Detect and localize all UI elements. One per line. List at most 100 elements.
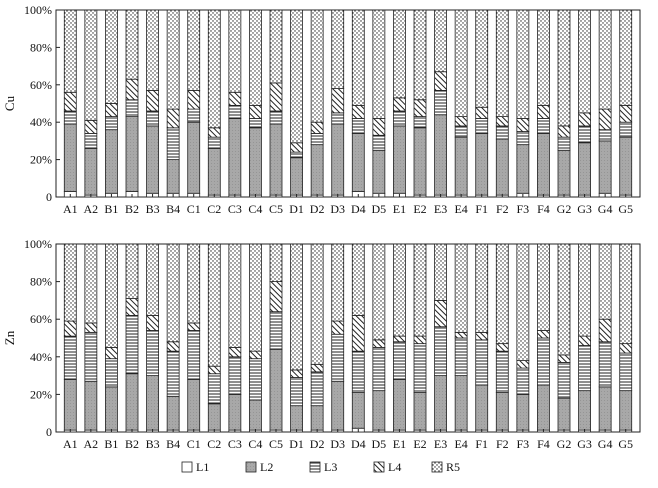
x-tick-label: A1 — [63, 202, 78, 216]
x-tick-label: C5 — [269, 202, 283, 216]
bar-segment-l3-e3 — [434, 90, 447, 116]
bar-segment-l3-c1 — [187, 330, 201, 380]
bar-segment-r5-a1 — [63, 9, 77, 93]
bar-segment-l2-g4 — [598, 386, 612, 431]
bar-segment-l2-e4 — [454, 136, 468, 196]
bar-segment-l2-b1 — [105, 386, 118, 431]
bar-segment-l4-f3 — [516, 118, 530, 132]
bar-segment-l3-c4 — [249, 358, 262, 401]
x-tick-label: B3 — [146, 437, 160, 451]
bar-segment-l4-d1 — [290, 142, 303, 153]
x-tick-label: C2 — [207, 202, 221, 216]
x-tick-label: D4 — [351, 202, 366, 216]
bar-segment-l2-g4 — [598, 140, 612, 194]
bar-segment-l3-f4 — [537, 337, 550, 386]
bar-segment-r5-a1 — [63, 243, 77, 322]
bar-segment-l3-d1 — [290, 377, 303, 407]
bar-segment-l3-d2 — [310, 133, 324, 146]
bar-segment-l4-b3 — [146, 90, 159, 112]
bar-segment-l4-c4 — [249, 350, 262, 360]
bar-segment-l4-d2 — [310, 363, 324, 373]
bar-segment-l4-a2 — [84, 322, 98, 333]
x-tick-label: D5 — [372, 437, 387, 451]
bar-segment-l2-g5 — [619, 136, 633, 196]
legend-label-l1: L1 — [196, 460, 209, 474]
bar-segment-l3-g3 — [578, 345, 591, 392]
bar-segment-l2-d1 — [290, 157, 303, 196]
bar-segment-l4-g3 — [578, 112, 591, 127]
bar-segment-r5-f1 — [475, 9, 489, 108]
bar-segment-l2-f2 — [495, 138, 509, 196]
bar-segment-r5-a2 — [84, 9, 98, 121]
bar-segment-l2-c1 — [187, 378, 201, 431]
x-tick-label: F2 — [496, 437, 509, 451]
bar-segment-r5-b2 — [125, 243, 139, 299]
bar-segment-l3-e1 — [393, 341, 406, 380]
bar-segment-r5-b3 — [146, 243, 159, 316]
bar-segment-l2-g5 — [619, 390, 633, 431]
bar-segment-l3-f3 — [516, 131, 530, 146]
bar-segment-l4-d4 — [351, 315, 365, 352]
bar-segment-l3-b3 — [146, 110, 159, 127]
cu-panel: 0 20% 40% 60% 80% 100% Cu A1 A2 B1 B2 B3 B4 C1 C2 C3 C4 C… — [2, 3, 641, 216]
x-tick-label: E2 — [413, 202, 426, 216]
bar-segment-l4-e3 — [434, 71, 447, 91]
bar-segment-r5-c2 — [207, 9, 221, 129]
bar-segment-r5-e2 — [413, 243, 427, 337]
bar-segment-r5-b1 — [105, 243, 118, 348]
x-tick-label: A1 — [63, 437, 78, 451]
bar-segment-l2-g2 — [557, 397, 571, 431]
bar-segment-l2-b2 — [125, 373, 139, 431]
bar-segment-l4-e4 — [454, 116, 468, 127]
bar-segment-l3-d2 — [310, 371, 324, 407]
y-tick-label: 80% — [30, 275, 52, 289]
bar-segment-l4-g3 — [578, 335, 591, 346]
bar-segment-r5-g2 — [557, 9, 571, 127]
bar-segment-r5-c3 — [228, 243, 242, 348]
x-tick-label: C3 — [228, 202, 242, 216]
bar-segment-l3-b1 — [105, 358, 118, 388]
bar-segment-l2-b2 — [125, 116, 139, 192]
zn-panel: 0 20% 40% 60% 80% 100% Zn A1 A2 B1 B2 B3 B4 C1 C2 C3 C4 C… — [2, 237, 641, 451]
x-tick-label: F1 — [475, 437, 488, 451]
bar-segment-l4-c1 — [187, 322, 201, 331]
bar-segment-r5-c1 — [187, 243, 201, 324]
x-tick-label: G3 — [577, 437, 592, 451]
bar-segment-r5-g5 — [619, 9, 633, 106]
bar-segment-l2-f3 — [516, 393, 530, 431]
legend-label-l2: L2 — [260, 460, 273, 474]
bar-segment-l3-e3 — [434, 326, 447, 377]
bar-segment-l3-c4 — [249, 118, 262, 129]
x-tick-label: C4 — [248, 202, 262, 216]
bar-segment-l4-g4 — [598, 318, 612, 343]
bar-segment-r5-c1 — [187, 9, 201, 91]
x-tick-label: E1 — [393, 437, 406, 451]
bar-segment-r5-b2 — [125, 9, 139, 80]
bar-segment-l4-c2 — [207, 127, 221, 138]
bar-segment-l3-g4 — [598, 341, 612, 388]
x-tick-label: G5 — [618, 437, 633, 451]
bar-segment-r5-d4 — [351, 243, 365, 316]
x-tick-label: B4 — [166, 202, 180, 216]
y-tick-label: 0 — [46, 425, 52, 439]
bar-segment-r5-f3 — [516, 243, 530, 361]
x-tick-label: D2 — [310, 202, 325, 216]
bar-segment-l4-d3 — [331, 320, 345, 335]
bar-segment-r5-e4 — [454, 243, 468, 333]
y-axis-label: Cu — [2, 95, 17, 111]
x-tick-label: D4 — [351, 437, 366, 451]
x-tick-label: D2 — [310, 437, 325, 451]
bar-segment-r5-f4 — [537, 9, 550, 106]
bar-segment-l3-b2 — [125, 315, 139, 375]
bar-segment-r5-g3 — [578, 243, 591, 337]
y-tick-label: 60% — [30, 312, 52, 326]
legend-swatch-l4 — [373, 461, 385, 473]
bar-segment-l4-f2 — [495, 343, 509, 352]
bar-segment-l2-f2 — [495, 392, 509, 431]
bar-segment-l3-e4 — [454, 337, 468, 376]
bar-segment-r5-f2 — [495, 243, 509, 345]
plot-frame — [55, 9, 641, 198]
bar-segment-l2-d4 — [351, 392, 365, 429]
bar-segment-l4-d5 — [372, 339, 386, 348]
bar-segment-l2-b3 — [146, 125, 159, 194]
